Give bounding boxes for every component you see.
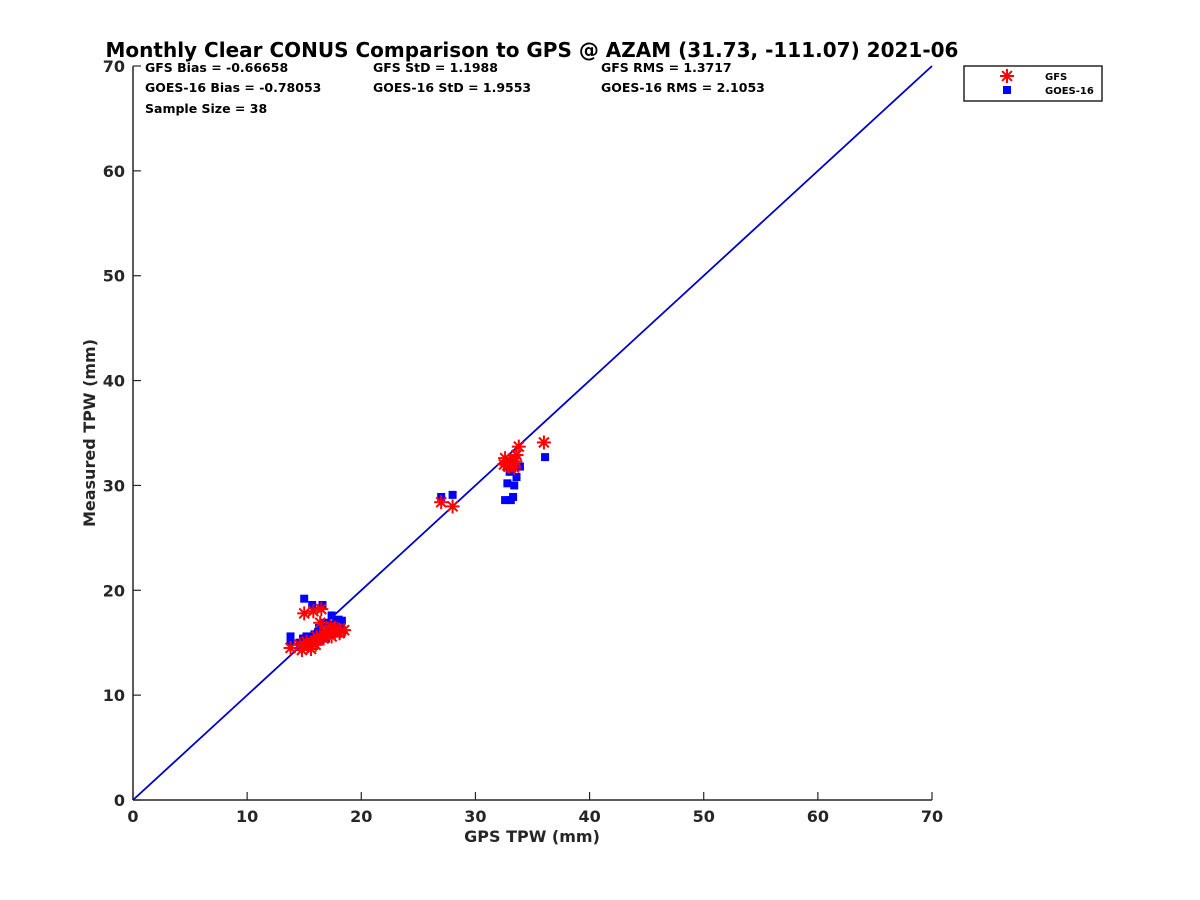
- gfs-point: [309, 629, 324, 644]
- y-tick-label: 50: [103, 267, 125, 286]
- legend-box: [963, 65, 1103, 102]
- x-tick-label: 40: [578, 807, 600, 826]
- goes-std-stat: GOES-16 StD = 1.9553: [373, 80, 531, 95]
- legend-label-gfs: GFS: [1045, 72, 1067, 83]
- y-tick-label: 20: [103, 581, 125, 600]
- goes16-point: [308, 600, 317, 609]
- goes16-point: [337, 616, 346, 625]
- x-axis-label: GPS TPW (mm): [464, 827, 600, 846]
- x-tick-label: 30: [464, 807, 486, 826]
- goes16-point: [313, 628, 322, 637]
- goes16-point: [327, 611, 336, 620]
- gfs-point: [500, 458, 515, 473]
- legend-goes16-marker: [1003, 86, 1011, 94]
- legend-gfs-marker: [1000, 69, 1014, 83]
- gfs-point: [434, 495, 449, 510]
- goes16-point: [315, 624, 324, 633]
- one-to-one-line: [132, 65, 933, 801]
- goes16-point: [300, 594, 309, 603]
- goes16-point: [318, 600, 327, 609]
- chart-title: Monthly Clear CONUS Comparison to GPS @ …: [106, 38, 959, 62]
- goes16-point: [509, 492, 518, 501]
- gfs-point: [332, 626, 347, 641]
- gfs-bias-stat: GFS Bias = -0.66658: [145, 60, 288, 75]
- legend: GFS GOES-16: [963, 65, 1103, 102]
- x-tick-label: 50: [693, 807, 715, 826]
- x-tick-label: 60: [807, 807, 829, 826]
- y-axis-label: Measured TPW (mm): [80, 339, 99, 527]
- stats-panel: GFS Bias = -0.66658 GFS StD = 1.1988 GFS…: [145, 60, 765, 116]
- axes: 0 10 20 30 40 50 60 70 0 10 20 30 40 50 60 70: [103, 57, 943, 826]
- goes16-point: [541, 453, 550, 462]
- y-tick-label: 0: [114, 791, 125, 810]
- goes16-point: [510, 481, 519, 490]
- y-tick-label: 30: [103, 476, 125, 495]
- gfs-rms-stat: GFS RMS = 1.3717: [601, 60, 732, 75]
- y-tick-label: 60: [103, 162, 125, 181]
- x-tick-label: 70: [921, 807, 943, 826]
- goes16-point: [448, 490, 457, 499]
- series-goes-16: [286, 453, 550, 649]
- gfs-point: [306, 604, 321, 619]
- legend-entries: GFS GOES-16: [1000, 69, 1094, 97]
- gfs-point: [536, 435, 551, 450]
- gfs-point: [297, 606, 312, 621]
- gfs-point: [314, 602, 329, 617]
- gfs-point: [511, 439, 526, 454]
- goes-bias-stat: GOES-16 Bias = -0.78053: [145, 80, 321, 95]
- series-gfs: [283, 435, 551, 658]
- plot-area: [132, 65, 933, 801]
- x-tick-label: 0: [127, 807, 138, 826]
- y-tick-label: 70: [103, 57, 125, 76]
- gfs-point: [313, 615, 328, 630]
- legend-label-goes-16: GOES-16: [1045, 86, 1094, 97]
- x-tick-label: 20: [350, 807, 372, 826]
- x-tick-label: 10: [236, 807, 258, 826]
- sample-size-stat: Sample Size = 38: [145, 101, 267, 116]
- gfs-std-stat: GFS StD = 1.1988: [373, 60, 498, 75]
- gfs-point: [299, 634, 314, 649]
- gfs-point: [445, 499, 460, 514]
- goes16-point: [286, 632, 295, 641]
- goes16-point: [501, 496, 510, 505]
- goes16-point: [512, 473, 521, 482]
- y-tick-label: 10: [103, 686, 125, 705]
- goes16-point: [503, 479, 512, 488]
- y-tick-label: 40: [103, 372, 125, 391]
- goes-rms-stat: GOES-16 RMS = 2.1053: [601, 80, 765, 95]
